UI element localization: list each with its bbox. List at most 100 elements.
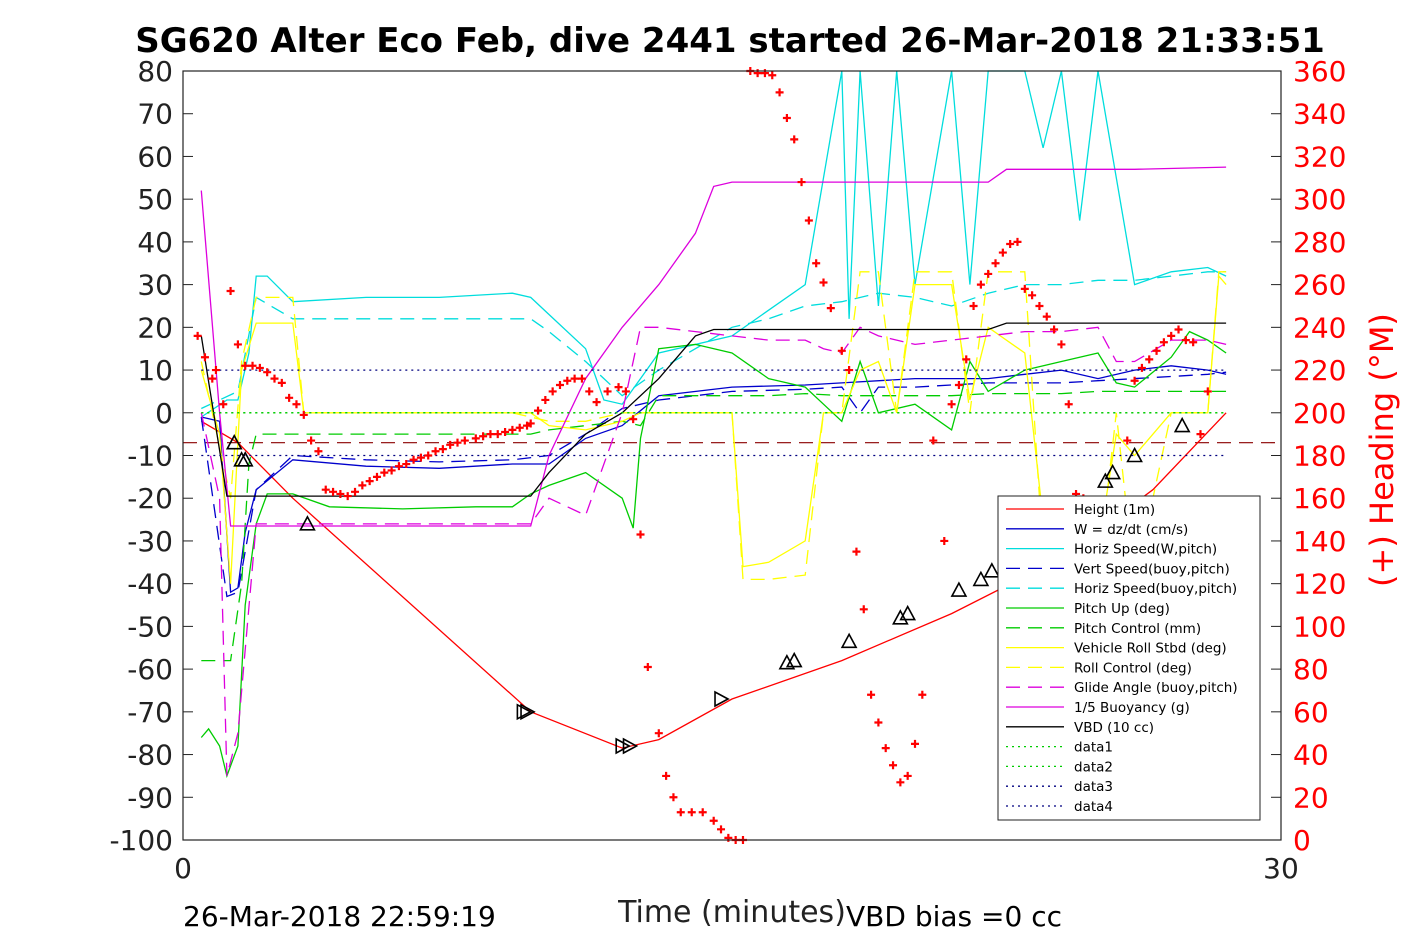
y-tick-label: -30 — [127, 525, 173, 558]
heading-point — [351, 487, 360, 496]
legend-label: data4 — [1074, 799, 1113, 815]
y2-tick-label: 120 — [1293, 568, 1346, 601]
dive-marker — [892, 609, 909, 625]
dive-marker — [899, 604, 917, 621]
heading-point — [1042, 312, 1051, 321]
heading-point — [1167, 331, 1176, 340]
marker-layer — [225, 416, 1191, 755]
heading-point — [534, 406, 543, 415]
y2-tick-label: 320 — [1293, 140, 1346, 173]
y2-tick-label: 260 — [1293, 269, 1346, 302]
heading-point — [299, 410, 308, 419]
heading-point — [1006, 240, 1015, 249]
legend-label: data1 — [1074, 740, 1113, 756]
heading-point — [918, 690, 927, 699]
y2-tick-label: 40 — [1293, 739, 1329, 772]
heading-point — [1050, 325, 1059, 334]
heading-point — [277, 378, 286, 387]
heading-point — [438, 445, 447, 454]
heading-point — [460, 436, 469, 445]
heading-point — [486, 430, 495, 439]
legend-label: VBD (10 cc) — [1074, 720, 1154, 736]
heading-point — [881, 744, 890, 753]
y-tick-label: -70 — [127, 696, 173, 729]
heading-point — [991, 259, 1000, 268]
heading-point — [585, 387, 594, 396]
heading-point — [479, 432, 488, 441]
heading-point — [307, 436, 316, 445]
heading-point — [387, 466, 396, 475]
y-tick-label: -20 — [127, 482, 173, 515]
heading-point — [709, 816, 718, 825]
heading-point — [775, 88, 784, 97]
heading-point — [852, 547, 861, 556]
heading-point — [548, 387, 557, 396]
heading-point — [1020, 284, 1029, 293]
heading-point — [896, 778, 905, 787]
legend-label: Roll Control (deg) — [1074, 660, 1192, 676]
heading-point — [241, 361, 250, 370]
y-tick-label: 10 — [137, 354, 173, 387]
y2-tick-label: 140 — [1293, 525, 1346, 558]
heading-point — [1145, 355, 1154, 364]
series-horiz-speed-buoy-pitch — [201, 271, 1227, 410]
y-tick-label: -40 — [127, 568, 173, 601]
x-tick-label: 0 — [174, 852, 192, 885]
heading-point — [1130, 376, 1139, 385]
heading-point — [424, 451, 433, 460]
heading-point — [380, 468, 389, 477]
y-tick-label: -100 — [109, 824, 173, 857]
heading-point — [969, 301, 978, 310]
heading-point — [903, 771, 912, 780]
heading-point — [570, 374, 579, 383]
dive-marker — [983, 562, 1001, 578]
heading-point — [845, 366, 854, 375]
heading-point — [698, 808, 707, 817]
heading-point — [526, 419, 535, 428]
heading-point — [911, 739, 919, 748]
legend-label: Height (1m) — [1074, 502, 1155, 518]
heading-point — [621, 387, 630, 396]
y-tick-label: 40 — [137, 226, 173, 259]
heading-point — [336, 489, 345, 498]
heading-point — [321, 485, 330, 494]
series-vbd-10-cc — [200, 322, 1227, 497]
heading-point — [662, 771, 671, 780]
heading-point — [329, 487, 338, 496]
series-glide-angle-buoy-pitch — [200, 326, 1227, 777]
heading-point — [947, 400, 956, 409]
heading-point — [592, 398, 601, 407]
dive-marker — [1096, 472, 1114, 488]
heading-point — [826, 304, 835, 313]
heading-point — [1028, 291, 1037, 300]
heading-point — [1035, 301, 1044, 310]
heading-point — [200, 353, 209, 362]
heading-point — [453, 438, 462, 447]
heading-point — [416, 453, 425, 462]
legend-label: 1/5 Buoyancy (g) — [1074, 700, 1190, 716]
y-tick-label: 30 — [137, 269, 173, 302]
heading-point — [768, 71, 777, 80]
heading-point — [643, 662, 652, 671]
heading-point — [471, 434, 480, 443]
heading-point — [1013, 237, 1022, 246]
heading-point — [654, 729, 663, 738]
heading-point — [541, 395, 550, 404]
y2-tick-label: 60 — [1293, 696, 1329, 729]
x-axis-label: Time (minutes) — [617, 895, 846, 930]
heading-point — [358, 481, 367, 490]
heading-point — [409, 455, 418, 464]
y-tick-label: 50 — [137, 183, 173, 216]
y-tick-label: 20 — [137, 311, 173, 344]
y2-tick-label: 200 — [1293, 397, 1346, 430]
heading-point — [1196, 430, 1205, 439]
heading-point — [501, 428, 510, 437]
y-tick-label: -10 — [127, 440, 173, 473]
dive-marker — [225, 433, 243, 450]
y2-tick-label: 0 — [1293, 824, 1311, 857]
heading-point — [1189, 338, 1198, 347]
heading-point — [270, 374, 279, 383]
footer-timestamp: 26-Mar-2018 22:59:19 — [183, 900, 496, 933]
heading-point — [343, 492, 352, 501]
